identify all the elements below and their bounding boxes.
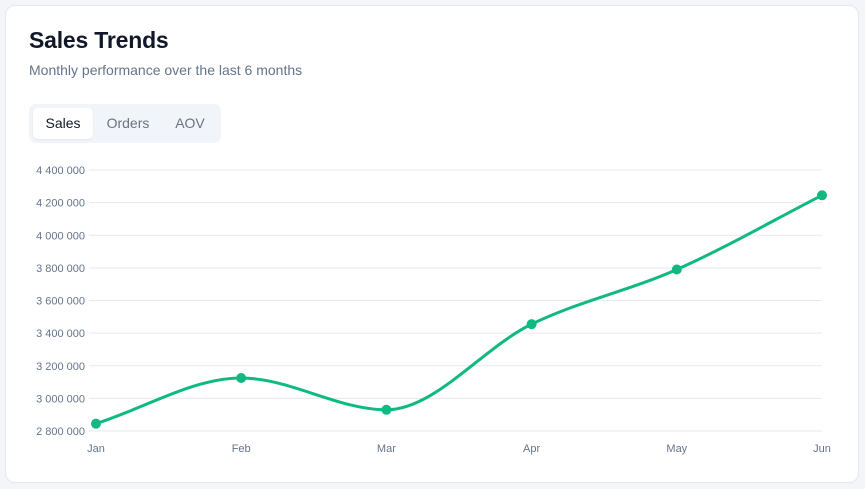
tab-sales[interactable]: Sales <box>33 108 93 139</box>
card-title: Sales Trends <box>29 27 169 53</box>
metric-tabs: Sales Orders AOV <box>29 104 221 143</box>
tab-aov[interactable]: AOV <box>163 108 217 139</box>
tab-orders[interactable]: Orders <box>93 108 163 139</box>
card-subtitle: Monthly performance over the last 6 mont… <box>29 62 303 78</box>
